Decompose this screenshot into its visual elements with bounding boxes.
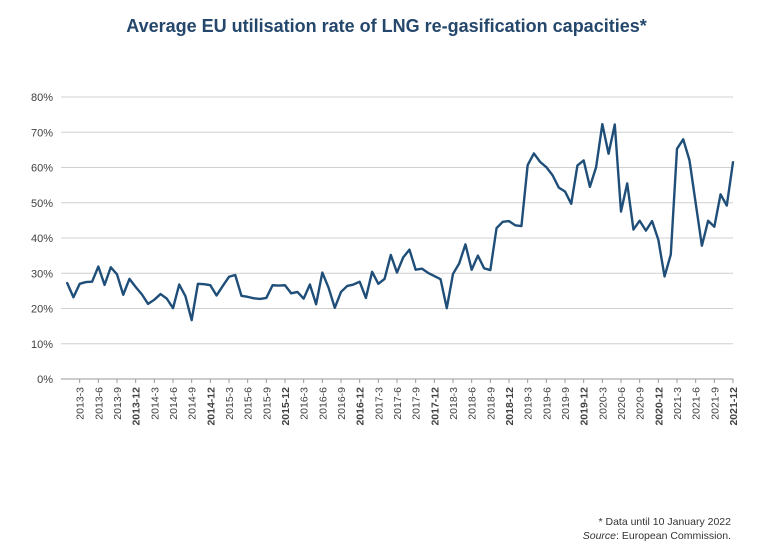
y-tick-label: 80%: [31, 92, 53, 104]
y-tick-label: 40%: [31, 233, 53, 245]
x-tick-label: 2013-12: [131, 387, 143, 426]
x-tick-label: 2020-3: [597, 387, 609, 420]
x-tick-label: 2021-9: [709, 387, 721, 420]
x-tick-label: 2019-9: [560, 387, 572, 420]
chart-title: Average EU utilisation rate of LNG re-ga…: [126, 16, 647, 36]
x-tick-label: 2013-6: [93, 387, 105, 420]
x-tick-label: 2016-9: [336, 387, 348, 420]
x-tick-label: 2016-12: [355, 387, 367, 426]
x-tick-label: 2019-3: [523, 387, 535, 420]
x-tick-label: 2021-6: [691, 387, 703, 420]
x-tick-label: 2019-12: [579, 387, 591, 426]
y-tick-label: 60%: [31, 163, 53, 175]
x-tick-label: 2014-6: [168, 387, 180, 420]
x-tick-label: 2020-12: [653, 387, 665, 426]
source-line: Source: European Commission.: [583, 529, 731, 543]
series-line: [66, 122, 735, 322]
x-tick-label: 2015-6: [243, 387, 255, 420]
x-tick-label: 2017-6: [392, 387, 404, 420]
y-tick-label: 20%: [31, 304, 53, 316]
x-tick-label: 2020-9: [635, 387, 647, 420]
x-tick-label: 2021-12: [728, 387, 740, 426]
y-tick-label: 30%: [31, 268, 53, 280]
x-tick-label: 2017-12: [429, 387, 441, 426]
y-tick-label: 10%: [31, 339, 53, 351]
x-tick-label: 2021-3: [672, 387, 684, 420]
x-tick-label: 2016-3: [299, 387, 311, 420]
x-tick-label: 2014-12: [205, 387, 217, 426]
source-label: Source: [582, 530, 617, 542]
y-axis-ticks: 0% 10% 20% 30% 40% 50% 60% 70% 80%: [31, 92, 53, 386]
x-tick-label: 2017-9: [411, 387, 423, 420]
source-text: : European Commission.: [616, 530, 731, 542]
x-tick-label: 2014-3: [149, 387, 161, 420]
x-tick-label: 2015-3: [224, 387, 236, 420]
y-tick-label: 50%: [31, 198, 53, 210]
x-tick-label: 2018-6: [467, 387, 479, 420]
x-tick-label: 2015-12: [280, 387, 292, 426]
x-axis-ticks: 2013-3 2013-6 2013-9 2013-12 2014-3 2014-6 201…: [75, 379, 740, 426]
y-tick-label: 70%: [31, 127, 53, 139]
y-tick-label: 0%: [37, 374, 53, 386]
x-tick-label: 2014-9: [187, 387, 199, 420]
data-note: * Data until 10 January 2022: [598, 516, 731, 528]
x-tick-label: 2013-9: [112, 387, 124, 420]
x-tick-label: 2013-3: [75, 387, 87, 420]
footnote: * Data until 10 January 2022 Source: Eur…: [583, 515, 731, 543]
line-chart: 0%10%20%30%40%50%60%70%80% 2013-3 2013-6 2…: [31, 92, 740, 426]
x-tick-label: 2015-9: [261, 387, 273, 420]
series-line-group: [66, 122, 735, 322]
x-tick-label: 2017-3: [373, 387, 385, 420]
x-tick-label: 2018-9: [485, 387, 497, 420]
x-tick-label: 2016-6: [317, 387, 329, 420]
x-tick-label: 2020-6: [616, 387, 628, 420]
x-tick-label: 2018-12: [504, 387, 516, 426]
x-tick-label: 2019-6: [541, 387, 553, 420]
x-tick-label: 2018-3: [448, 387, 460, 420]
